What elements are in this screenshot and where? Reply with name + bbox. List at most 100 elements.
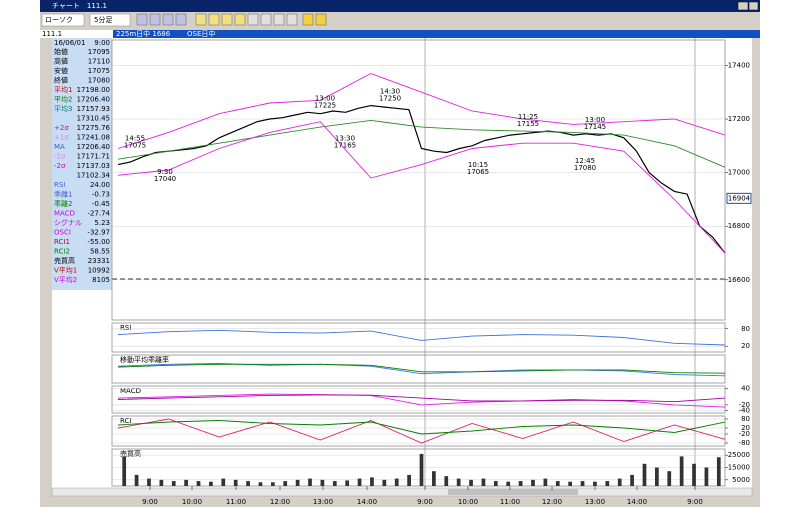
volume-bar bbox=[605, 481, 610, 486]
annotation-time: 13:00 bbox=[315, 94, 335, 102]
panel-date: 16/06/01 bbox=[54, 39, 85, 47]
row-value: -32.97 bbox=[87, 229, 110, 237]
series-line bbox=[117, 329, 726, 346]
tool-button[interactable] bbox=[273, 13, 285, 26]
y-tick-label: 15000 bbox=[728, 464, 750, 472]
tool-button[interactable] bbox=[136, 13, 148, 26]
panel-title: 売買高 bbox=[120, 449, 141, 458]
annotation-price: 17040 bbox=[154, 175, 176, 183]
time-label: 10:00 bbox=[458, 498, 478, 506]
tool-button[interactable] bbox=[149, 13, 161, 26]
row-value: 58.55 bbox=[90, 248, 110, 256]
y-tick-label: 16600 bbox=[728, 276, 750, 284]
volume-bar bbox=[432, 471, 436, 486]
row-value: 10992 bbox=[88, 267, 110, 275]
tool-button[interactable] bbox=[315, 13, 327, 26]
chart-area bbox=[52, 38, 752, 488]
panel-frame bbox=[111, 385, 726, 414]
row-label: RCI1 bbox=[54, 238, 70, 246]
row-label: -2σ bbox=[54, 162, 66, 170]
annotation-price: 17165 bbox=[334, 141, 356, 149]
tool-button[interactable] bbox=[195, 13, 207, 26]
y-tick-label: 80 bbox=[741, 415, 750, 423]
time-label: 12:00 bbox=[542, 498, 562, 506]
volume-bar bbox=[630, 474, 634, 486]
row-value: 17310.45 bbox=[77, 115, 110, 123]
volume-bar bbox=[295, 479, 300, 486]
tool-button[interactable] bbox=[162, 13, 174, 26]
volume-bar bbox=[642, 463, 647, 486]
row-value: 17075 bbox=[88, 67, 110, 75]
tool-button[interactable] bbox=[247, 13, 259, 26]
row-value: -0.45 bbox=[92, 200, 110, 208]
volume-bar bbox=[593, 481, 597, 486]
row-label: 安値 bbox=[54, 66, 68, 75]
tool-button[interactable] bbox=[234, 13, 246, 26]
y-tick-label: 80 bbox=[741, 325, 750, 333]
volume-bar bbox=[481, 478, 486, 486]
row-value: 17171.71 bbox=[77, 153, 110, 161]
volume-bar bbox=[345, 480, 350, 486]
volume-bar bbox=[679, 456, 684, 486]
panel-title: MACD bbox=[120, 387, 141, 395]
y-tick-label: 20 bbox=[741, 424, 750, 432]
volume-bar bbox=[209, 481, 213, 486]
volume-bar bbox=[370, 477, 374, 486]
row-value: 8105 bbox=[92, 276, 110, 284]
scroll-thumb[interactable] bbox=[448, 489, 578, 495]
y-tick-label: -80 bbox=[739, 439, 750, 447]
tool-button[interactable] bbox=[302, 13, 314, 26]
info-strip bbox=[113, 30, 760, 38]
tool-button[interactable] bbox=[221, 13, 233, 26]
volume-bar bbox=[134, 474, 139, 486]
row-value: 17157.93 bbox=[77, 105, 110, 113]
tool-button[interactable] bbox=[208, 13, 220, 26]
time-label: 10:00 bbox=[182, 498, 202, 506]
time-label: 13:00 bbox=[313, 498, 333, 506]
series-line bbox=[117, 394, 726, 403]
volume-bar bbox=[320, 479, 325, 486]
row-label: +1σ bbox=[54, 134, 69, 142]
row-value: 17110 bbox=[88, 58, 110, 66]
volume-bar bbox=[456, 478, 461, 486]
series-line bbox=[117, 393, 726, 408]
row-label: 平均2 bbox=[54, 95, 72, 104]
price-box bbox=[726, 192, 752, 204]
left-panel bbox=[52, 38, 112, 290]
volume-bar bbox=[580, 481, 585, 486]
row-label: 乖離2 bbox=[54, 199, 72, 208]
series-line bbox=[117, 362, 726, 377]
time-label: 9:00 bbox=[687, 498, 703, 506]
volume-bar bbox=[221, 478, 226, 486]
annotation-price: 17075 bbox=[124, 142, 146, 150]
time-label: 14:00 bbox=[357, 498, 377, 506]
chart-style-select[interactable] bbox=[41, 13, 85, 27]
interval-select[interactable] bbox=[89, 13, 131, 27]
y-tick-label: -40 bbox=[739, 406, 750, 414]
volume-bar bbox=[357, 478, 362, 486]
tool-button[interactable] bbox=[175, 13, 187, 26]
panel-frame bbox=[111, 415, 726, 447]
y-tick-label: 25000 bbox=[728, 451, 750, 459]
volume-bar bbox=[506, 481, 511, 486]
volume-bar bbox=[196, 481, 201, 486]
annotation-time: 14:30 bbox=[380, 88, 400, 96]
window-title: チャート 111.1 bbox=[52, 2, 107, 10]
title-bar bbox=[40, 0, 760, 12]
restore-button[interactable] bbox=[737, 1, 749, 11]
scrollbar[interactable] bbox=[51, 487, 753, 497]
series-line bbox=[117, 121, 726, 254]
annotation-price: 17065 bbox=[467, 168, 489, 176]
volume-bar bbox=[407, 474, 411, 486]
volume-bar bbox=[246, 481, 250, 486]
row-label: +2σ bbox=[54, 124, 69, 132]
tool-button[interactable] bbox=[286, 13, 298, 26]
row-value: -27.74 bbox=[87, 210, 110, 218]
session: OSE日中 bbox=[187, 29, 215, 38]
panel-title: 移動平均乖離率 bbox=[120, 355, 169, 364]
panel-frame bbox=[111, 354, 726, 384]
tool-button[interactable] bbox=[260, 13, 272, 26]
row-value: 23331 bbox=[88, 257, 110, 265]
close-button[interactable] bbox=[748, 1, 759, 11]
